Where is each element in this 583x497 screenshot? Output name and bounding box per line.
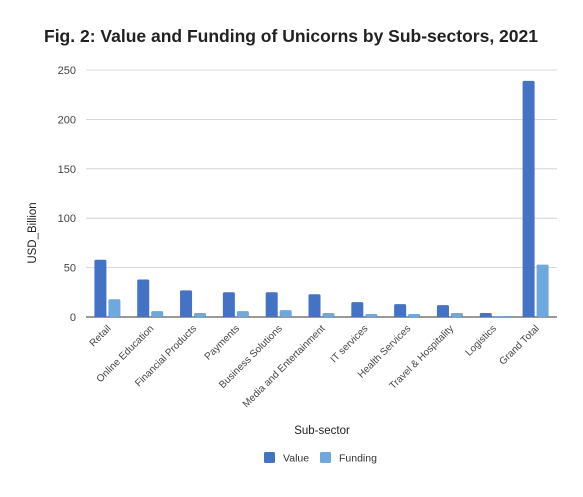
bar-funding-1	[151, 311, 164, 317]
bar-funding-3	[236, 311, 249, 317]
bar-funding-4	[279, 310, 292, 317]
bar-value-4	[265, 292, 278, 317]
x-axis-title: Sub-sector	[294, 425, 350, 437]
bar-funding-8	[450, 313, 463, 317]
y-tick-label: 150	[58, 164, 76, 176]
bar-value-10	[522, 80, 535, 317]
bar-funding-6	[365, 314, 378, 317]
bar-value-5	[308, 294, 321, 317]
x-tick-label: Payments	[203, 323, 242, 362]
bar-value-2	[180, 290, 193, 317]
x-tick-label: Media and Entertainment	[241, 323, 328, 410]
gridlines	[86, 69, 557, 318]
legend-label-funding: Funding	[339, 453, 377, 465]
y-axis-title: USD_Billion	[27, 202, 39, 263]
bar-value-7	[394, 304, 407, 317]
y-tick-label: 50	[64, 263, 76, 275]
bar-funding-0	[108, 299, 121, 317]
bar-funding-10	[536, 264, 549, 317]
y-tick-label: 250	[58, 65, 76, 77]
x-tick-label: IT services	[329, 323, 371, 365]
bar-funding-2	[194, 313, 207, 317]
bar-value-3	[222, 292, 235, 317]
bar-value-9	[479, 313, 492, 317]
chart-title: Fig. 2: Value and Funding of Unicorns by…	[44, 26, 538, 46]
x-tick-label: Retail	[88, 323, 114, 349]
bar-funding-5	[322, 313, 335, 317]
legend: Value Funding	[264, 452, 377, 465]
bar-value-6	[351, 302, 364, 317]
legend-swatch-funding	[320, 452, 331, 463]
y-tick-label: 0	[70, 312, 76, 324]
bar-value-8	[436, 305, 449, 317]
legend-swatch-value	[264, 452, 275, 463]
y-axis-ticks: 0 50 100 150 200 250	[58, 65, 76, 324]
bars	[94, 80, 549, 317]
y-tick-label: 100	[58, 213, 76, 225]
bar-funding-9	[493, 316, 506, 317]
bar-value-1	[137, 279, 150, 317]
bar-value-0	[94, 259, 107, 317]
x-tick-label: Grand Total	[498, 323, 542, 367]
y-tick-label: 200	[58, 114, 76, 126]
legend-label-value: Value	[283, 453, 309, 465]
x-tick-label: Logistics	[464, 323, 499, 358]
bar-funding-7	[408, 314, 421, 317]
